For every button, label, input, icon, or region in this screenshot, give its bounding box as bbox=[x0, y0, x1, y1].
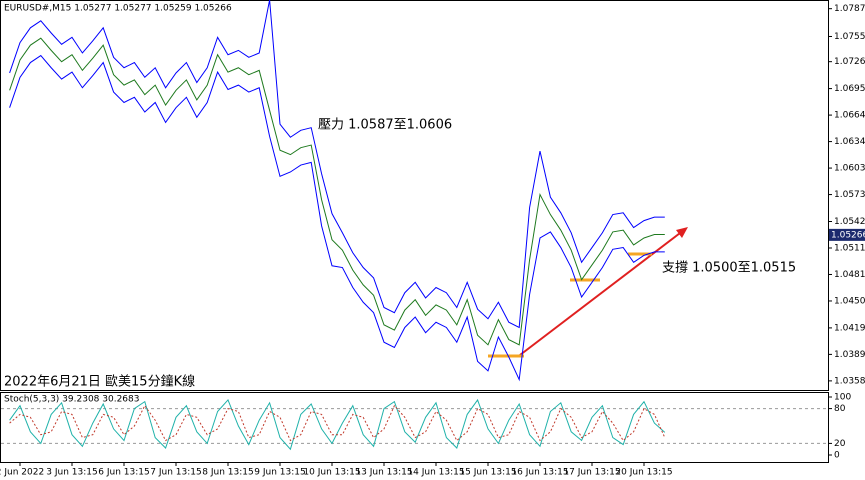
y-tick-label: 0 bbox=[834, 451, 840, 461]
x-tick-label: 16 Jun 13:15 bbox=[511, 468, 568, 478]
main-panel bbox=[0, 0, 829, 391]
y-tick-label: 1.03890 bbox=[834, 350, 865, 360]
series-line bbox=[9, 37, 665, 346]
y-tick-label: 20 bbox=[834, 439, 846, 449]
price-tag-label: 1.05266 bbox=[831, 230, 865, 240]
x-tick-label: 9 Jun 13:15 bbox=[254, 468, 305, 478]
annotation: 壓力 1.0587至1.0606 bbox=[318, 118, 452, 133]
y-tick-label: 1.07550 bbox=[834, 32, 865, 42]
x-tick-label: 14 Jun 13:15 bbox=[407, 468, 464, 478]
y-tick-label: 1.05730 bbox=[834, 190, 865, 200]
x-tick-label: 20 Jun 13:15 bbox=[615, 468, 672, 478]
x-tick-label: 7 Jun 13:15 bbox=[150, 468, 201, 478]
x-tick-label: 3 Jun 13:15 bbox=[46, 468, 97, 478]
y-tick-label: 1.06340 bbox=[834, 137, 865, 147]
x-tick-label: 15 Jun 13:15 bbox=[459, 468, 516, 478]
annotation: 支撐 1.0500至1.0515 bbox=[662, 261, 796, 276]
y-tick-label: 1.05115 bbox=[834, 243, 865, 253]
stoch-header: Stoch(5,3,3) 39.2308 30.2683 bbox=[4, 395, 139, 405]
y-tick-label: 1.04505 bbox=[834, 296, 865, 306]
series-line bbox=[9, 404, 666, 442]
x-tick-label: 13 Jun 13:15 bbox=[355, 468, 412, 478]
chart-header: EURUSD#,M15 1.05277 1.05277 1.05259 1.05… bbox=[4, 4, 232, 14]
y-tick-label: 1.06035 bbox=[834, 164, 865, 174]
price-tag bbox=[829, 228, 865, 241]
y-tick-label: 1.06950 bbox=[834, 84, 865, 94]
stoch-panel bbox=[0, 392, 829, 463]
y-tick-label: 100 bbox=[834, 393, 851, 403]
series-line bbox=[9, 0, 665, 329]
y-tick-label: 1.03585 bbox=[834, 376, 865, 386]
x-tick-label: 2 Jun 2022 bbox=[0, 468, 44, 478]
y-tick-label: 1.05420 bbox=[834, 217, 865, 227]
y-tick-label: 1.07260 bbox=[834, 57, 865, 67]
y-tick-label: 1.07870 bbox=[834, 4, 865, 14]
annotation: 2022年6月21日 歐美15分鐘K線 bbox=[4, 374, 195, 390]
y-tick-label: 1.06645 bbox=[834, 111, 865, 121]
trend-line bbox=[519, 229, 685, 356]
x-tick-label: 10 Jun 13:15 bbox=[303, 468, 360, 478]
series-line bbox=[9, 398, 666, 451]
trend-arrow bbox=[676, 227, 688, 238]
x-tick-label: 6 Jun 13:15 bbox=[98, 468, 149, 478]
x-tick-label: 8 Jun 13:15 bbox=[202, 468, 253, 478]
x-tick-label: 17 Jun 13:15 bbox=[563, 468, 620, 478]
series-line bbox=[9, 54, 665, 382]
y-tick-label: 1.04810 bbox=[834, 270, 865, 280]
y-tick-label: 80 bbox=[834, 404, 846, 414]
y-tick-label: 1.04195 bbox=[834, 323, 865, 333]
